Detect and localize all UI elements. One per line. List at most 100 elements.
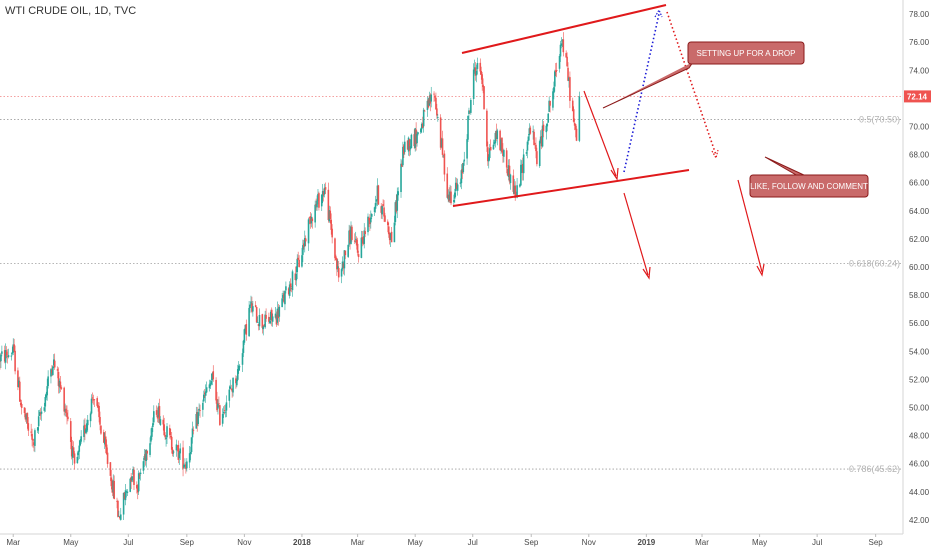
candle xyxy=(157,402,160,423)
candle xyxy=(476,57,479,75)
candle xyxy=(209,379,212,389)
candle xyxy=(110,469,113,490)
candle-body xyxy=(196,412,199,426)
candle-body xyxy=(228,389,231,401)
candle xyxy=(362,236,365,246)
candle xyxy=(356,237,359,256)
candle xyxy=(532,125,534,140)
candle xyxy=(124,484,127,506)
candle-body xyxy=(209,383,212,387)
candle-body xyxy=(10,355,13,357)
time-tick-label: Jul xyxy=(812,538,822,547)
candle-body xyxy=(288,284,291,296)
candle xyxy=(104,430,107,454)
candle xyxy=(344,250,347,260)
candle-body xyxy=(130,477,132,482)
candle-body xyxy=(337,267,340,278)
candle xyxy=(38,409,41,416)
candle-body xyxy=(565,53,567,58)
candle xyxy=(406,140,409,150)
candle xyxy=(182,440,184,477)
candle xyxy=(567,62,569,82)
projection-up-path xyxy=(623,13,660,173)
candle xyxy=(341,256,344,272)
candle-body xyxy=(7,355,10,358)
candle xyxy=(268,312,270,324)
candle-body xyxy=(317,193,319,202)
candle-body xyxy=(446,173,449,198)
candle xyxy=(545,123,548,140)
candle xyxy=(83,419,85,443)
candle xyxy=(185,462,187,474)
candle-body xyxy=(455,183,458,190)
candle xyxy=(40,406,43,421)
candle-body xyxy=(400,163,402,193)
candle-body xyxy=(341,261,344,270)
candle xyxy=(343,249,346,276)
candle xyxy=(6,349,9,364)
candle-body xyxy=(334,238,336,259)
candle-body xyxy=(574,124,577,130)
candle xyxy=(252,300,254,317)
candle-body xyxy=(558,56,561,69)
candle-body xyxy=(79,440,82,446)
candle-body xyxy=(186,461,188,469)
candle-body xyxy=(199,410,201,411)
candle-body xyxy=(479,62,482,72)
candle-body xyxy=(340,269,343,277)
candle xyxy=(316,195,318,211)
candle-body xyxy=(552,91,554,108)
candle xyxy=(258,308,261,331)
candle xyxy=(51,365,53,377)
candle xyxy=(397,187,399,201)
candle xyxy=(111,479,114,497)
price-tick-label: 64.00 xyxy=(909,207,930,216)
candle-body xyxy=(151,427,153,437)
time-tick-label: May xyxy=(408,538,423,547)
candle xyxy=(549,100,551,113)
candle-body xyxy=(488,148,491,159)
candle-body xyxy=(57,371,60,386)
candle-body xyxy=(238,366,241,368)
last-price-value: 72.14 xyxy=(907,92,928,101)
candle-body xyxy=(31,433,33,440)
candle xyxy=(97,402,99,412)
candle xyxy=(238,364,241,371)
candle-body xyxy=(417,132,419,135)
candle-body xyxy=(281,298,283,308)
candle xyxy=(190,437,193,455)
candle xyxy=(565,50,567,58)
candle-body xyxy=(195,414,198,429)
candle-body xyxy=(189,451,192,454)
annotation-like-follow[interactable]: LIKE, FOLLOW AND COMMENT xyxy=(749,156,869,198)
candle xyxy=(103,432,106,449)
candle xyxy=(208,379,211,392)
candle-body xyxy=(37,416,40,427)
candle xyxy=(558,54,561,73)
candle xyxy=(322,188,325,202)
fib-label: 0.786(45.62) xyxy=(849,464,900,474)
candle xyxy=(248,301,250,337)
candle xyxy=(12,338,15,356)
candle xyxy=(342,261,345,275)
candle xyxy=(39,408,42,420)
candle xyxy=(230,384,232,390)
candle xyxy=(396,187,399,219)
candle-body xyxy=(268,316,270,322)
candle-body xyxy=(549,100,551,106)
candle xyxy=(324,182,327,194)
candle xyxy=(354,231,357,244)
candle-body xyxy=(360,237,363,258)
candle xyxy=(237,361,240,374)
candle xyxy=(178,450,181,465)
callout-text: LIKE, FOLLOW AND COMMENT xyxy=(750,182,868,191)
candle xyxy=(290,286,293,293)
candle xyxy=(315,198,317,211)
candle-body xyxy=(301,255,303,267)
candle xyxy=(146,449,148,460)
candle xyxy=(175,439,178,457)
candle-body xyxy=(387,221,389,226)
annotation-setting-up[interactable]: SETTING UP FOR A DROP xyxy=(602,41,805,109)
candle xyxy=(202,399,204,417)
